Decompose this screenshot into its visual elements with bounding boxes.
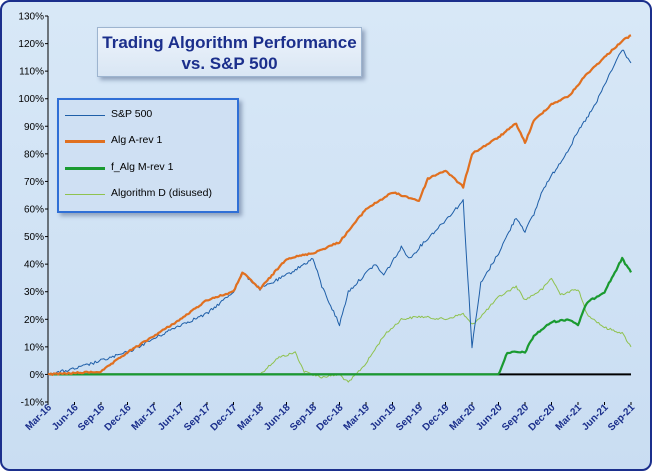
y-tick-label: 80% xyxy=(24,149,44,160)
x-tick-label: Mar-19 xyxy=(342,402,373,433)
y-tick-label: 90% xyxy=(24,122,44,133)
legend-label-alg-a: Alg A-rev 1 xyxy=(111,134,163,146)
chart-legend: S&P 500 Alg A-rev 1 f_Alg M-rev 1 Algori… xyxy=(57,98,239,213)
x-tick-label: Jun-16 xyxy=(50,402,81,433)
series-line-2 xyxy=(48,256,632,376)
y-tick-label: 110% xyxy=(19,67,44,78)
y-tick-label: 120% xyxy=(18,39,44,50)
legend-swatch-sp500 xyxy=(65,115,105,116)
x-tick-label: Dec-17 xyxy=(209,402,240,433)
x-tick-label: Dec-20 xyxy=(527,402,558,433)
x-tick-label: Mar-21 xyxy=(554,402,585,433)
legend-swatch-alg-d xyxy=(65,194,105,195)
x-axis: Mar-16Jun-16Sep-16Dec-16Mar-17Jun-17Sep-… xyxy=(24,402,637,433)
series-line-1 xyxy=(47,34,632,376)
x-tick-label: Jun-21 xyxy=(580,402,611,433)
y-tick-label: 100% xyxy=(18,94,44,105)
chart-title-line-2: vs. S&P 500 xyxy=(181,54,278,73)
x-tick-label: Jun-18 xyxy=(262,402,293,433)
x-tick-label: Mar-20 xyxy=(448,402,479,433)
y-tick-label: 60% xyxy=(24,205,44,216)
x-tick-label: Sep-16 xyxy=(76,402,107,433)
y-axis: -10% 0% 10% 20% 30% 40% 50% 60% 70% 80% 90% 100% 110… xyxy=(18,12,48,409)
x-tick-label: Sep-21 xyxy=(606,402,637,433)
series-line-3 xyxy=(48,277,632,383)
y-tick-label: -10% xyxy=(21,398,44,409)
x-tick-label: Sep-18 xyxy=(288,402,319,433)
legend-label-alg-d: Algorithm D (disused) xyxy=(111,187,212,199)
y-tick-label: 20% xyxy=(24,315,44,326)
x-tick-label: Dec-19 xyxy=(421,402,452,433)
y-tick-label: 30% xyxy=(24,287,44,298)
x-tick-label: Jun-17 xyxy=(156,402,187,433)
y-tick-label: 0% xyxy=(30,370,45,381)
x-tick-label: Dec-16 xyxy=(103,402,134,433)
y-tick-label: 130% xyxy=(18,12,44,23)
x-tick-label: Jun-19 xyxy=(368,402,399,433)
x-tick-label: Jun-20 xyxy=(474,402,505,433)
x-tick-label: Sep-19 xyxy=(394,402,425,433)
series-lines xyxy=(47,34,632,383)
legend-label-sp500: S&P 500 xyxy=(111,108,153,120)
x-tick-label: Mar-18 xyxy=(236,402,267,433)
chart-title-line-1: Trading Algorithm Performance xyxy=(102,33,357,52)
y-tick-label: 50% xyxy=(24,232,44,243)
x-tick-label: Dec-18 xyxy=(315,402,346,433)
chart-title: Trading Algorithm Performance vs. S&P 50… xyxy=(97,27,362,77)
legend-swatch-alg-m xyxy=(65,167,105,170)
x-tick-label: Mar-17 xyxy=(130,402,161,433)
y-tick-label: 10% xyxy=(24,342,44,353)
x-tick-label: Sep-17 xyxy=(182,402,213,433)
legend-swatch-alg-a xyxy=(65,140,105,143)
y-tick-label: 40% xyxy=(24,260,44,271)
series-line-0 xyxy=(47,49,632,377)
x-tick-label: Sep-20 xyxy=(500,402,531,433)
y-tick-label: 70% xyxy=(24,177,44,188)
legend-label-alg-m: f_Alg M-rev 1 xyxy=(111,161,174,173)
